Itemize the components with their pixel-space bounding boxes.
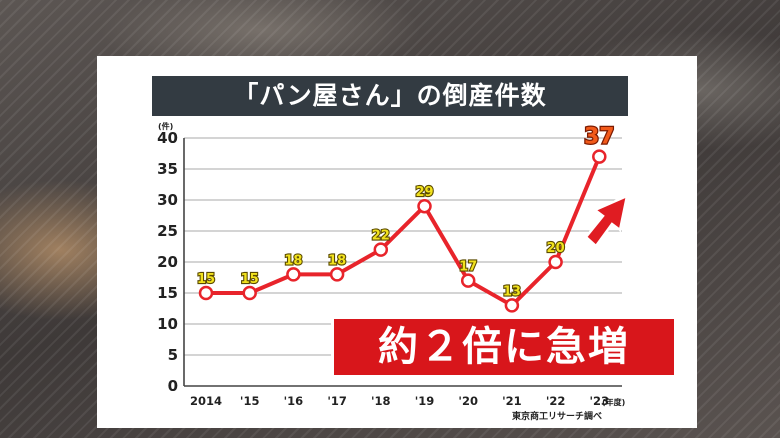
data-labels: 15 15 18 18 22 29 17 13 20 37 bbox=[196, 123, 616, 300]
y-tick-label: 5 bbox=[168, 346, 178, 364]
data-point bbox=[504, 298, 520, 313]
chart-title: 「パン屋さん」の倒産件数 bbox=[152, 76, 628, 116]
data-point bbox=[198, 285, 214, 301]
series-line bbox=[206, 155, 602, 308]
data-label: 15 bbox=[241, 272, 259, 287]
y-tick-label: 30 bbox=[157, 191, 178, 209]
data-point bbox=[460, 273, 476, 288]
y-tick-label: 25 bbox=[157, 222, 178, 240]
x-tick-label: '21 bbox=[502, 394, 522, 408]
data-label: 29 bbox=[415, 185, 433, 200]
data-point bbox=[286, 267, 301, 282]
data-point bbox=[592, 149, 607, 164]
x-axis-ticks: 2014 '15 '16 '17 '18 '19 '20 '21 '22 '23 bbox=[190, 394, 609, 408]
x-tick-label: '19 bbox=[415, 394, 435, 408]
y-tick-label: 35 bbox=[157, 160, 178, 178]
data-label: 13 bbox=[503, 284, 521, 299]
data-points bbox=[198, 149, 607, 313]
data-point bbox=[373, 242, 389, 257]
data-label: 17 bbox=[459, 260, 477, 275]
x-tick-label: '23 bbox=[590, 394, 610, 408]
x-tick-label: '18 bbox=[371, 394, 391, 408]
y-tick-label: 0 bbox=[168, 377, 178, 395]
data-point bbox=[329, 267, 345, 282]
x-tick-label: 2014 bbox=[190, 394, 222, 408]
data-label: 18 bbox=[284, 253, 302, 268]
x-tick-label: '15 bbox=[240, 394, 260, 408]
x-axis-suffix: (年度) bbox=[602, 397, 625, 407]
data-label: 18 bbox=[328, 253, 346, 268]
y-tick-label: 15 bbox=[157, 284, 178, 302]
up-arrow-icon bbox=[584, 193, 629, 248]
y-axis-ticks: 0 5 10 15 20 25 30 35 40 bbox=[157, 129, 178, 395]
y-tick-label: 40 bbox=[157, 129, 178, 147]
x-tick-label: '20 bbox=[458, 394, 478, 408]
x-tick-label: '16 bbox=[284, 394, 304, 408]
y-axis-unit: (件) bbox=[158, 121, 173, 131]
y-tick-label: 20 bbox=[157, 253, 178, 271]
data-label: 15 bbox=[197, 272, 215, 287]
x-tick-label: '22 bbox=[546, 394, 566, 408]
x-tick-label: '17 bbox=[327, 394, 347, 408]
data-point bbox=[242, 285, 257, 301]
data-point bbox=[548, 254, 563, 270]
callout-banner: 約２倍に急増 bbox=[331, 316, 677, 378]
y-tick-label: 10 bbox=[157, 315, 178, 333]
source-note: 東京商工リサーチ調べ bbox=[512, 412, 603, 422]
data-point bbox=[417, 198, 432, 214]
data-label: 20 bbox=[547, 241, 565, 256]
data-label-highlight: 37 bbox=[584, 125, 615, 150]
data-label: 22 bbox=[372, 229, 390, 244]
